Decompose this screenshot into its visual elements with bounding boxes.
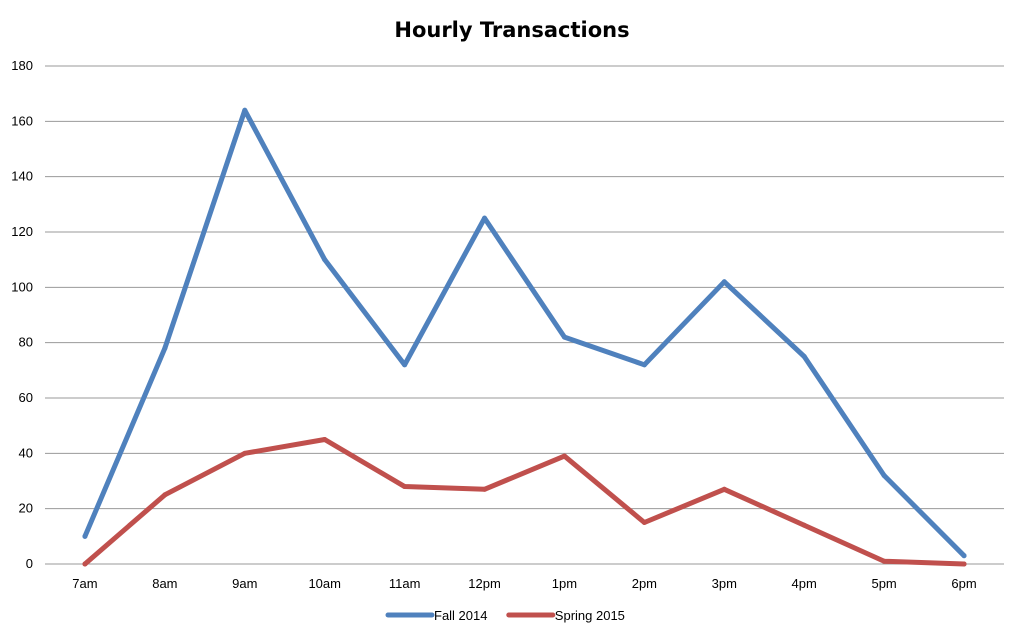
- data-point: [482, 215, 488, 221]
- data-point: [242, 450, 248, 456]
- y-tick-label: 100: [11, 279, 33, 294]
- data-point: [82, 561, 88, 567]
- legend-label: Fall 2014: [434, 608, 487, 623]
- data-point: [242, 107, 248, 113]
- x-tick-label: 1pm: [552, 576, 577, 591]
- data-point: [961, 561, 967, 567]
- data-point: [322, 257, 328, 263]
- data-point: [721, 279, 727, 285]
- series-line-0: [82, 107, 967, 559]
- data-point: [162, 345, 168, 351]
- data-point: [322, 437, 328, 442]
- legend-item: Spring 2015: [506, 608, 625, 623]
- data-point: [402, 484, 408, 490]
- y-tick-label: 80: [19, 335, 33, 350]
- y-tick-label: 40: [19, 445, 33, 460]
- x-tick-label: 11am: [389, 576, 421, 591]
- data-point: [162, 492, 168, 498]
- series-line-1: [82, 437, 967, 567]
- data-point: [561, 334, 567, 340]
- data-point: [561, 453, 567, 459]
- y-tick-label: 60: [19, 390, 33, 405]
- data-point: [801, 354, 807, 359]
- x-tick-label: 7am: [72, 576, 97, 591]
- x-tick-label: 3pm: [712, 576, 737, 591]
- data-point: [881, 472, 887, 478]
- data-point: [961, 553, 967, 559]
- legend-item: Fall 2014: [385, 608, 487, 623]
- x-tick-label: 12pm: [468, 576, 501, 591]
- grid-layer: [45, 65, 1004, 565]
- x-tick-label: 5pm: [871, 576, 896, 591]
- series-layer: [82, 107, 967, 567]
- data-point: [881, 558, 887, 564]
- data-point: [721, 486, 727, 492]
- y-tick-label: 120: [11, 224, 33, 239]
- data-point: [402, 362, 408, 368]
- y-tick-label: 20: [19, 501, 33, 516]
- x-axis-ticks: 7am 8am 9am 10am 11am 12pm 1pm 2pm 3pm 4pm 5pm 6pm: [72, 576, 976, 591]
- chart-title: Hourly Transactions: [394, 18, 630, 42]
- x-tick-label: 9am: [232, 576, 257, 591]
- y-tick-label: 0: [26, 556, 33, 571]
- data-point: [801, 522, 807, 528]
- data-point: [641, 362, 647, 368]
- legend: Fall 2014 Spring 2015: [385, 608, 625, 623]
- data-point: [641, 520, 647, 525]
- y-tick-label: 140: [11, 169, 33, 184]
- y-tick-label: 180: [11, 58, 33, 73]
- y-axis-ticks: 0 20 40 60 80 100 120 140 160 180: [11, 58, 33, 571]
- data-point: [482, 486, 488, 492]
- data-point: [82, 533, 88, 539]
- x-tick-label: 8am: [152, 576, 177, 591]
- legend-label: Spring 2015: [555, 608, 625, 623]
- x-tick-label: 10am: [308, 576, 341, 591]
- x-tick-label: 4pm: [792, 576, 817, 591]
- y-tick-label: 160: [11, 113, 33, 128]
- x-tick-label: 6pm: [951, 576, 976, 591]
- x-tick-label: 2pm: [632, 576, 657, 591]
